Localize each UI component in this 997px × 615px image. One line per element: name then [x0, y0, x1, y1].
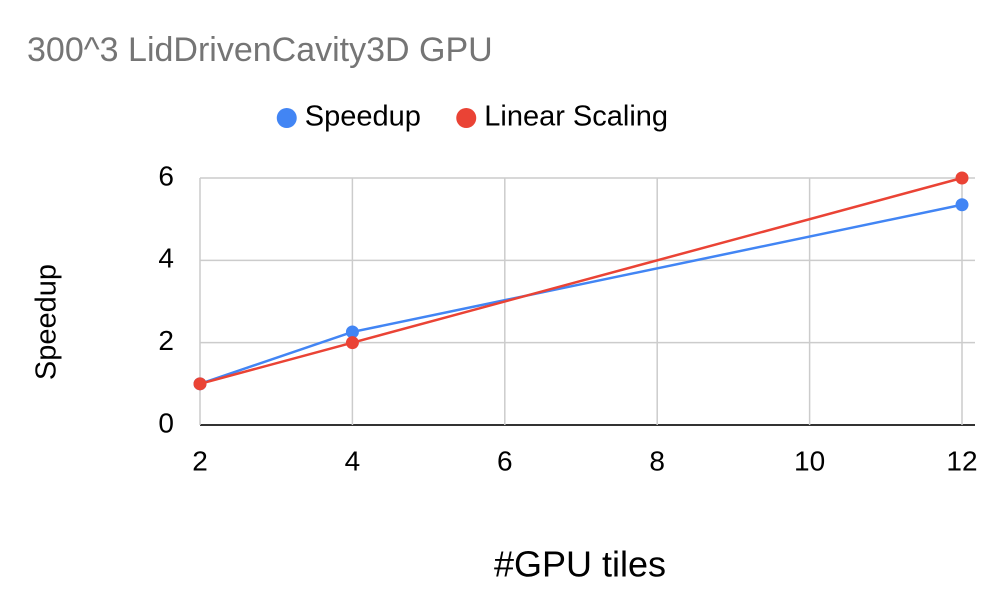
x-tick-label: 4 [345, 445, 361, 476]
data-point [955, 171, 969, 185]
x-tick-label: 2 [192, 445, 208, 476]
legend-marker [276, 108, 297, 128]
data-point [345, 336, 359, 350]
x-tick-label: 10 [794, 445, 825, 476]
y-tick-label: 0 [158, 407, 174, 438]
series-line [199, 203, 963, 386]
y-tick-label: 6 [158, 160, 174, 191]
legend-label: Speedup [305, 101, 421, 133]
y-axis-label: Speedup [31, 264, 63, 380]
data-point [345, 325, 359, 339]
chart-title: 300^3 LidDrivenCavity3D GPU [27, 31, 493, 69]
x-tick-label: 6 [497, 445, 513, 476]
legend-label: Linear Scaling [484, 101, 668, 133]
x-tick-label: 8 [649, 445, 665, 476]
data-point [955, 198, 969, 212]
x-axis-label: #GPU tiles [494, 544, 666, 585]
legend-marker [456, 108, 477, 128]
series-line [199, 176, 963, 386]
y-tick-label: 2 [158, 325, 174, 356]
x-tick-label: 12 [946, 445, 977, 476]
data-point [193, 377, 207, 391]
y-tick-label: 4 [158, 243, 174, 274]
